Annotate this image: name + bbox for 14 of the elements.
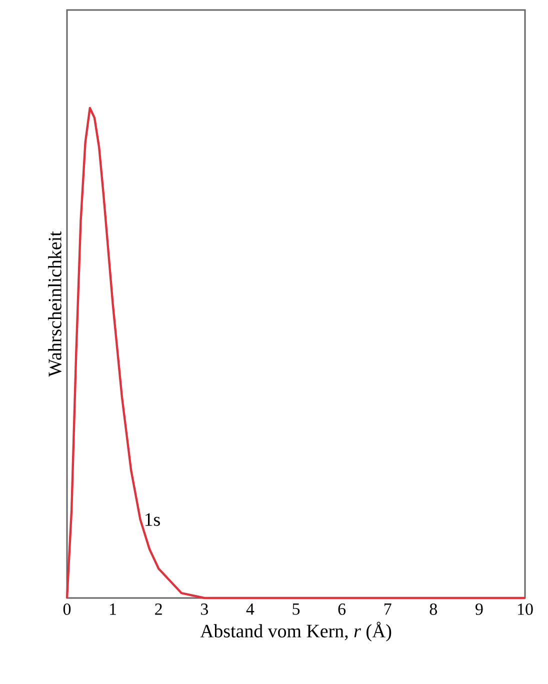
x-tick-label: 1 [110, 604, 116, 615]
x-tick-label: 9 [476, 604, 483, 615]
x-axis-title: Abstand vom Kern, r (Å) [200, 622, 392, 642]
x-tick-label: 2 [155, 604, 162, 615]
x-tick-label: 0 [63, 604, 71, 615]
y-axis-title: Wahrscheinlichkeit [48, 231, 62, 377]
x-tick-label: 8 [430, 604, 437, 615]
series-label: 1s [145, 513, 160, 526]
x-tick-label: 6 [338, 604, 346, 615]
x-tick-label: 5 [292, 604, 300, 615]
x-tick-label: 4 [246, 604, 254, 615]
x-tick-label: 3 [200, 604, 208, 615]
x-tick-label: 10 [518, 604, 533, 615]
x-tick-label: 7 [384, 604, 392, 615]
